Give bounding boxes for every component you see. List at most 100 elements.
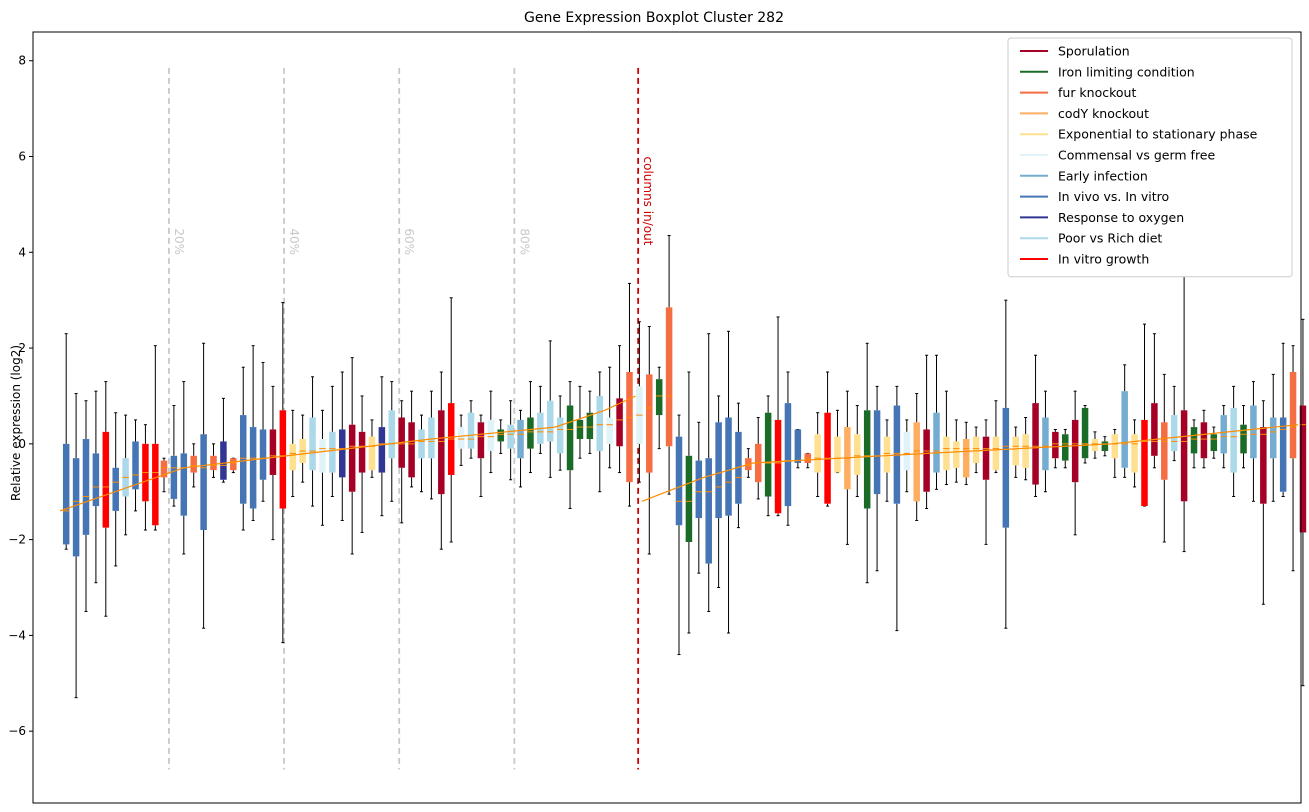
legend-entry: Exponential to stationary phase — [1020, 127, 1258, 142]
box-item — [1210, 426, 1218, 459]
box-body — [586, 412, 594, 440]
box-body — [705, 458, 712, 564]
box-body — [269, 429, 277, 475]
box-body — [279, 410, 287, 509]
box-item — [646, 326, 653, 555]
box-body — [1161, 422, 1168, 480]
box-body — [863, 410, 871, 509]
box-item — [210, 443, 217, 478]
box-item — [764, 395, 772, 517]
legend-entry: Early infection — [1020, 168, 1148, 183]
box-body — [913, 422, 920, 502]
box-body — [507, 424, 514, 449]
y-axis-label: Relative expression (log2) — [9, 345, 23, 501]
box-item — [497, 419, 504, 454]
box-body — [1141, 419, 1148, 507]
legend-entry: In vitro growth — [1020, 252, 1149, 267]
box-item — [112, 412, 119, 567]
box-body — [438, 410, 445, 495]
box-body — [1220, 415, 1227, 454]
percentile-label: 80% — [517, 228, 531, 255]
box-item — [695, 421, 703, 574]
box-item — [873, 385, 881, 572]
box-body — [319, 439, 326, 473]
box-item — [517, 409, 524, 488]
box-body — [972, 436, 980, 463]
box-item — [636, 321, 643, 483]
box-item — [507, 400, 514, 481]
y-tick-label: 4 — [18, 245, 26, 259]
box-item — [319, 409, 326, 526]
box-item — [269, 385, 277, 541]
box-body — [160, 460, 168, 478]
box-item — [527, 381, 534, 474]
box-body — [477, 422, 485, 459]
box-body — [487, 419, 495, 452]
box-body — [883, 436, 891, 473]
box-item — [655, 366, 663, 450]
box-body — [368, 436, 376, 471]
box-body — [1260, 427, 1267, 504]
box-body — [1002, 407, 1010, 528]
y-axis-ticks: −6 −4 −2 0 2 4 6 8 — [8, 54, 33, 738]
box-item — [992, 400, 1000, 474]
box-body — [239, 415, 247, 504]
box-item — [190, 443, 197, 488]
box-body — [1299, 405, 1307, 533]
legend-entry: Poor vs Rich diet — [1020, 231, 1162, 246]
box-item — [122, 414, 129, 536]
box-item — [289, 409, 296, 498]
box-item — [1279, 342, 1287, 498]
box-body — [457, 427, 465, 449]
median-trend-layer — [59, 395, 1299, 512]
box-item — [477, 414, 485, 498]
box-body — [249, 427, 257, 509]
box-body — [725, 417, 732, 516]
box-body — [1289, 372, 1297, 459]
box-body — [546, 400, 554, 442]
box-item — [665, 235, 673, 495]
box-body — [170, 455, 178, 499]
box-item — [230, 457, 237, 474]
box-body — [1081, 407, 1089, 459]
box-body — [82, 439, 90, 535]
legend-label: Exponential to stationary phase — [1058, 127, 1258, 142]
box-body — [72, 458, 80, 557]
box-body — [665, 307, 673, 447]
box-body — [309, 417, 316, 471]
box-item — [854, 405, 861, 498]
box-item — [1042, 390, 1049, 493]
legend-entry: Sporulation — [1020, 44, 1130, 59]
box-item — [72, 393, 80, 699]
box-body — [923, 429, 930, 492]
box-body — [953, 441, 960, 468]
box-body — [556, 417, 564, 454]
legend-entry: fur knockout — [1020, 85, 1136, 100]
box-item — [1170, 385, 1178, 462]
box-body — [467, 412, 475, 449]
box-body — [1012, 436, 1019, 466]
y-tick-label: 8 — [18, 54, 26, 68]
box-item — [1141, 323, 1148, 507]
box-item — [1289, 345, 1297, 572]
box-body — [1101, 441, 1109, 452]
box-body — [715, 422, 722, 519]
box-item — [152, 345, 159, 531]
box-item — [1121, 364, 1128, 478]
box-body — [1269, 417, 1277, 459]
box-body — [348, 424, 356, 492]
median-trend-line — [59, 395, 636, 512]
box-body — [1279, 417, 1287, 492]
box-item — [170, 405, 178, 507]
box-item — [586, 390, 594, 454]
y-tick-label: −6 — [8, 724, 26, 738]
box-body — [675, 436, 683, 526]
box-item — [1190, 419, 1198, 469]
box-body — [289, 443, 296, 471]
box-body — [220, 441, 227, 480]
box-item — [457, 414, 465, 466]
legend-entry: In vivo vs. In vitro — [1020, 189, 1169, 204]
legend-entry: Iron limiting condition — [1020, 64, 1195, 79]
box-body — [112, 467, 119, 511]
box-body — [655, 379, 663, 416]
